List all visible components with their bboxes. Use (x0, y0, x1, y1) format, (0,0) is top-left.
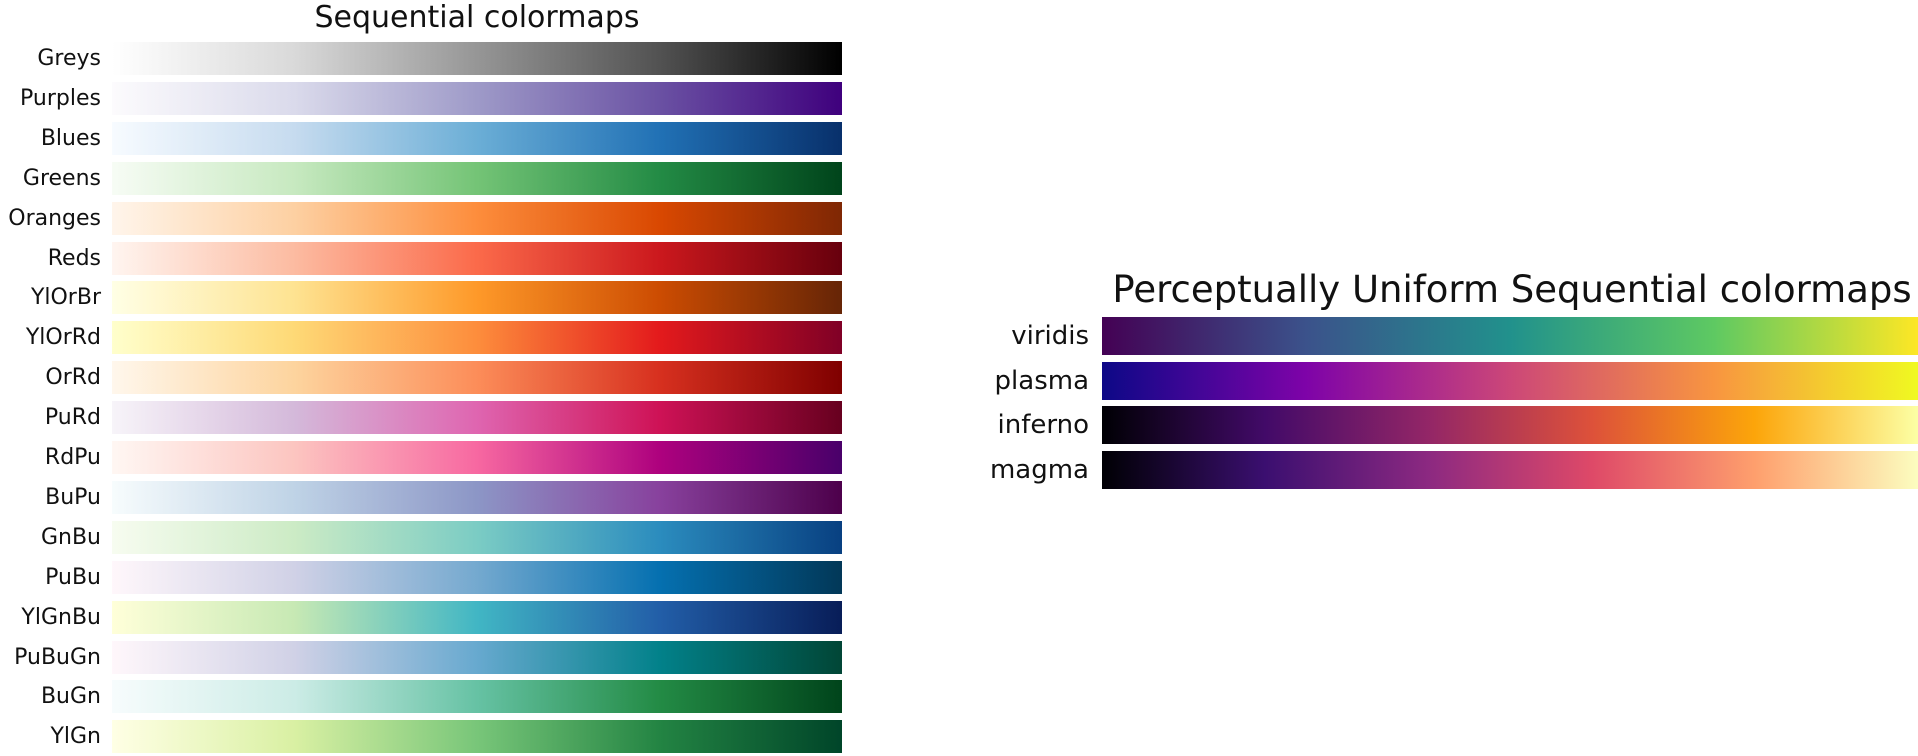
colormap-label-ylorbr: YlOrBr (30, 285, 101, 311)
colormap-label-inferno: inferno (997, 410, 1089, 440)
colormap-label-greens: Greens (22, 165, 101, 191)
colormap-label-ylgnbu: YlGnBu (21, 604, 101, 630)
colormap-label-bugn: BuGn (40, 684, 101, 710)
colormap-bar-greens (112, 161, 842, 195)
colormap-label-orrd: OrRd (45, 365, 101, 391)
colormap-bar-gnbu (112, 520, 842, 554)
colormap-label-greys: Greys (37, 46, 101, 71)
colormap-label-purples: Purples (20, 85, 101, 111)
colormap-label-reds: Reds (47, 245, 101, 271)
colormap-bar-inferno (1102, 406, 1918, 444)
colormap-bar-bupu (112, 480, 842, 514)
panel-title: Sequential colormaps (314, 0, 640, 35)
colormap-bar-pubugn (112, 640, 842, 674)
colormap-label-ylorrd: YlOrRd (25, 325, 101, 351)
colormap-label-ylgn: YlGn (50, 724, 101, 750)
colormap-bar-bugn (112, 680, 842, 714)
colormap-bar-rdpu (112, 441, 842, 474)
colormap-label-blues: Blues (40, 125, 101, 151)
colormap-bar-oranges (112, 201, 842, 235)
colormap-bar-purples (112, 81, 842, 115)
colormap-label-bupu: BuPu (45, 484, 101, 510)
colormap-bar-viridis (1102, 317, 1918, 355)
colormap-bar-ylgn (112, 720, 842, 754)
colormap-label-pubu: PuBu (45, 564, 101, 590)
colormap-label-gnbu: GnBu (40, 524, 101, 550)
colormap-bar-reds (112, 241, 842, 275)
colormap-bar-ylorbr (112, 281, 842, 315)
colormap-label-viridis: viridis (1011, 321, 1089, 351)
colormap-bar-purd (112, 401, 842, 435)
colormap-bar-ylgnbu (112, 600, 842, 634)
colormap-label-purd: PuRd (44, 405, 101, 431)
colormap-bar-plasma (1102, 361, 1918, 400)
colormap-label-plasma: plasma (994, 365, 1089, 396)
colormap-bar-greys (112, 42, 842, 75)
colormap-label-pubugn: PuBuGn (14, 644, 101, 670)
colormap-bar-ylorrd (112, 321, 842, 355)
colormap-label-rdpu: RdPu (44, 445, 101, 470)
colormap-label-oranges: Oranges (8, 205, 101, 231)
panel-title: Perceptually Uniform Sequential colormap… (1112, 268, 1912, 311)
colormap-label-magma: magma (989, 454, 1089, 485)
colormap-bar-orrd (112, 361, 842, 395)
colormap-bar-magma (1102, 450, 1918, 489)
colormap-bar-pubu (112, 560, 842, 594)
colormap-bar-blues (112, 121, 842, 155)
